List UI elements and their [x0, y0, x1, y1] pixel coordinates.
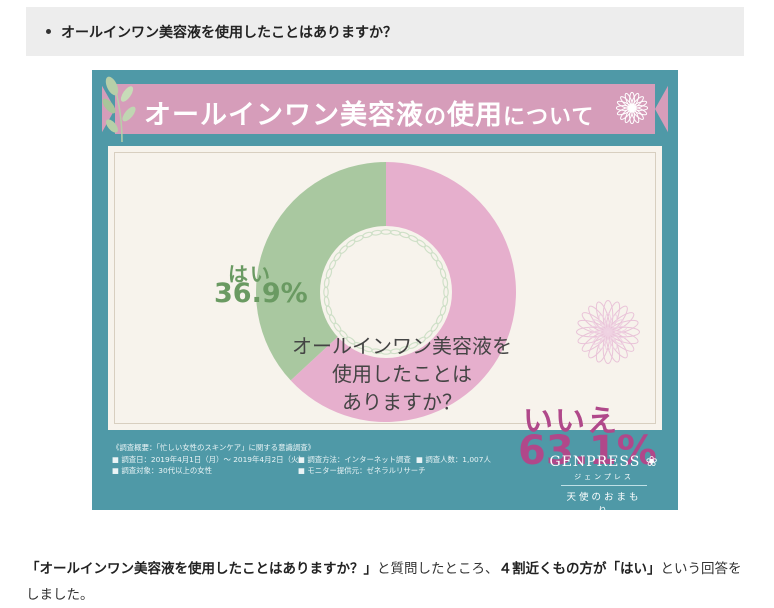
- flower-icon: [616, 92, 648, 124]
- chart-card: はい 36.9% いいえ 63.1% オールインワン美容液を 使用したことは あ…: [108, 146, 662, 474]
- survey-info: 《調査概要：「忙しい女性のスキンケア」に関する意識調査》 ■ 調査日：2019年…: [112, 442, 315, 477]
- survey-target: ■ 調査対象：30代以上の女性: [112, 466, 213, 475]
- label-no: いいえ: [523, 404, 619, 439]
- question-box: オールインワン美容液を使用したことはありますか？: [26, 7, 744, 56]
- label-yes: はい: [228, 262, 272, 286]
- survey-count: ■ 調査人数：1,007人: [416, 454, 491, 464]
- survey-method: ■ 調査方法：インターネット調査: [298, 454, 411, 464]
- value-no: 63.1%: [518, 428, 657, 474]
- bullet-icon: [46, 29, 51, 34]
- leaf-icon: [102, 76, 136, 143]
- survey-provider: ■ モニター提供元：ゼネラルリサーチ: [298, 466, 426, 475]
- center-question: オールインワン美容液を 使用したことは ありますか？: [292, 334, 512, 414]
- brand-logo: GENPRESS ❀ ジェンプレス 天使のおまもり: [544, 454, 664, 510]
- survey-info-right: ■ 調査方法：インターネット調査 ■ 調査人数：1,007人 ■ モニター提供元…: [298, 454, 491, 477]
- flower-icon: ❀: [645, 454, 659, 470]
- question-text: オールインワン美容液を使用したことはありますか？: [61, 24, 397, 41]
- survey-period: ■ 調査日：2019年4月1日（月）～ 2019年4月2日（火）: [112, 454, 306, 464]
- banner-title: オールインワン美容液の使用について: [144, 100, 595, 131]
- title-banner: オールインワン美容液の使用について: [101, 76, 669, 143]
- infographic: オールインワン美容液の使用について はい 36.9% いいえ 63.1% オール…: [92, 70, 678, 510]
- value-yes: 36.9%: [214, 278, 308, 309]
- donut-slice-yes: [256, 162, 386, 381]
- donut-chart: [256, 162, 640, 422]
- body-paragraph: 「オールインワン美容液を使用したことはありますか？」と質問したところ、４割近くも…: [26, 561, 742, 603]
- survey-title: 《調査概要：「忙しい女性のスキンケア」に関する意識調査》: [112, 443, 316, 452]
